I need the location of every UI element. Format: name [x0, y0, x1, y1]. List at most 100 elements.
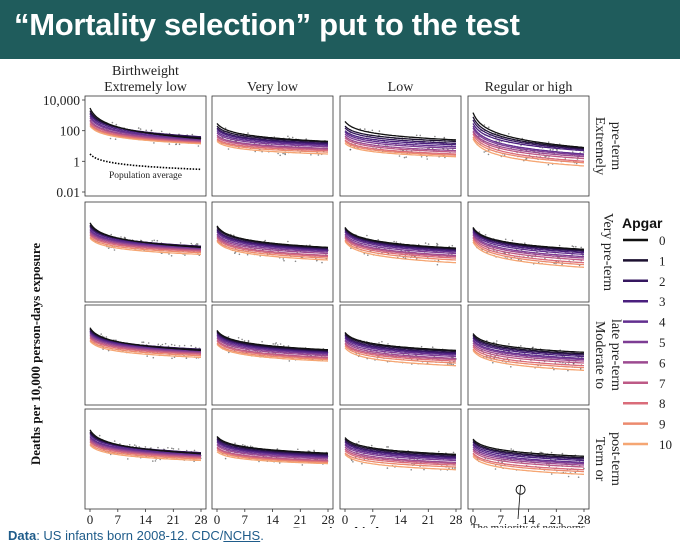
data-point: [287, 135, 289, 138]
data-point: [114, 138, 117, 140]
legend-label: 6: [659, 355, 666, 370]
series-line-apgar-7: [344, 236, 457, 258]
series-line-apgar-9: [89, 339, 202, 357]
data-point: [395, 241, 398, 243]
panel-frame: [84, 95, 207, 197]
series-line-apgar-7: [89, 440, 202, 458]
data-point: [309, 244, 311, 246]
series-line-apgar-4: [216, 441, 329, 458]
data-point: [142, 341, 145, 344]
y-tick-label: 0.01: [56, 185, 80, 200]
x-tick-label: 14: [522, 512, 536, 527]
data-point: [120, 236, 122, 238]
data-point: [317, 154, 320, 156]
legend-label: 10: [659, 437, 672, 452]
series-line-apgar-9: [344, 239, 457, 261]
data-point: [415, 134, 418, 137]
series-line-apgar-10: [216, 240, 329, 261]
data-point: [246, 253, 249, 256]
series-line-apgar-7: [344, 137, 457, 153]
data-point: [137, 127, 140, 129]
series-line-apgar-0: [344, 120, 457, 141]
data-point: [420, 345, 423, 348]
data-point: [228, 351, 230, 354]
data-point: [237, 337, 240, 339]
data-point: [138, 446, 140, 448]
data-point: [172, 448, 175, 450]
series-line-apgar-10: [472, 241, 585, 268]
data-point: [175, 143, 177, 146]
data-point: [393, 240, 395, 243]
x-tick-label: 7: [370, 512, 377, 527]
data-point: [561, 263, 563, 266]
data-point: [386, 446, 388, 448]
series-line-apgar-3: [344, 336, 457, 355]
data-point: [244, 444, 246, 447]
series-line-apgar-5: [89, 333, 202, 353]
data-point: [444, 156, 446, 159]
series-line-apgar-6: [472, 448, 585, 466]
series-line-apgar-1: [344, 438, 457, 457]
series-line-apgar-10: [89, 125, 202, 145]
data-point: [294, 260, 297, 263]
x-axis-title: Days since birth: [293, 524, 383, 528]
data-point: [426, 362, 429, 364]
panel-r1-c4: [467, 95, 590, 197]
series-line-apgar-1: [216, 125, 329, 143]
series-line-apgar-1: [216, 227, 329, 249]
data-point: [410, 469, 413, 471]
footer-source-link[interactable]: NCHS: [223, 528, 261, 543]
data-point: [157, 446, 159, 449]
data-point: [157, 343, 160, 346]
x-tick-label: 14: [394, 512, 408, 527]
data-point: [364, 128, 366, 130]
series-line-apgar-4: [472, 231, 585, 256]
data-point: [483, 124, 486, 126]
panel-r1-c3: [339, 95, 462, 197]
series-line-apgar-6: [89, 438, 202, 457]
series-line-apgar-7: [216, 236, 329, 257]
data-point: [571, 151, 574, 153]
legend-label: 4: [659, 315, 666, 330]
data-point: [494, 468, 497, 470]
data-point: [437, 259, 440, 262]
series-line-apgar-10: [344, 453, 456, 471]
data-point: [133, 444, 136, 446]
data-point: [170, 255, 173, 257]
data-point: [423, 468, 425, 471]
row-labels: Extremely pre-term Very pre-term Moderate t…: [592, 117, 623, 486]
series-line-apgar-3: [472, 123, 585, 152]
data-point: [572, 245, 575, 248]
data-point: [419, 134, 422, 137]
data-point: [361, 462, 363, 465]
data-point: [151, 240, 153, 242]
series-line-apgar-6: [344, 135, 456, 152]
data-point: [366, 234, 368, 237]
data-point: [436, 263, 439, 266]
series-line-apgar-0: [216, 435, 329, 454]
series-line-apgar-6: [216, 444, 328, 460]
data-point: [579, 367, 582, 370]
data-point: [378, 342, 380, 344]
data-point: [510, 257, 512, 260]
series-line-apgar-3: [344, 230, 457, 252]
data-point: [549, 148, 552, 151]
series-line-apgar-3: [472, 337, 585, 358]
data-point: [153, 142, 155, 144]
row-label: pre-term: [608, 122, 623, 170]
data-point: [283, 259, 285, 262]
series-line-apgar-10: [472, 138, 584, 167]
series-line-apgar-7: [344, 342, 456, 361]
x-tick-label: 21: [294, 512, 307, 527]
x-tick-label: 14: [266, 512, 280, 527]
data-point: [558, 244, 561, 247]
series-line-apgar-9: [216, 139, 328, 153]
data-point: [277, 152, 279, 155]
series-line-apgar-1: [472, 116, 585, 150]
data-point: [431, 346, 434, 349]
data-point: [282, 152, 284, 155]
series-line-apgar-10: [472, 455, 584, 475]
data-point: [297, 448, 299, 451]
data-point: [100, 333, 102, 335]
series-line-apgar-0: [89, 107, 202, 140]
